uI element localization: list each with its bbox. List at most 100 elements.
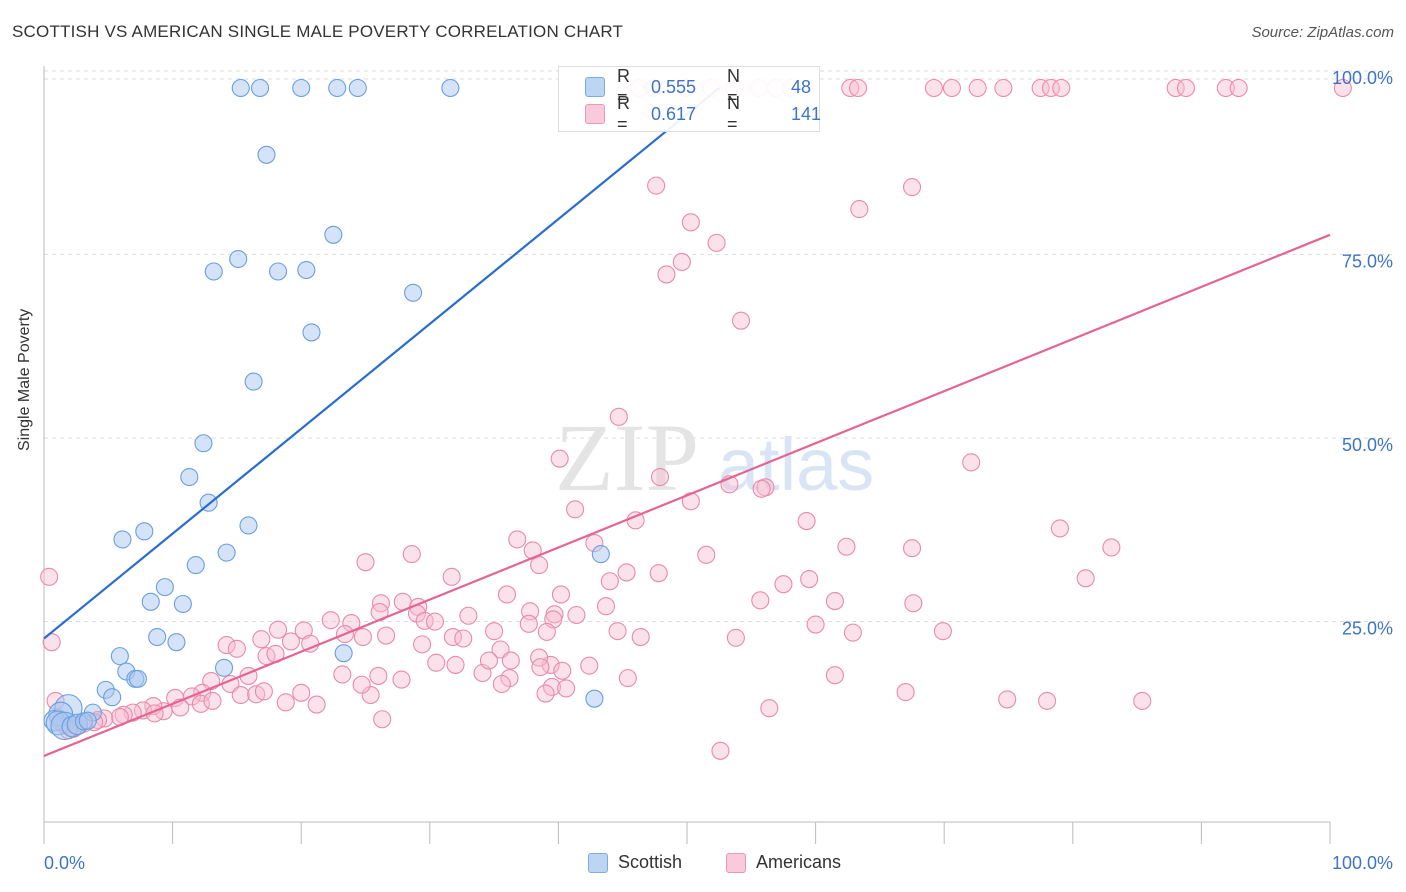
- y-tick-label: 100.0%: [1332, 68, 1393, 88]
- scottish-point: [297, 260, 316, 280]
- x-tick-label: 0.0%: [44, 853, 85, 873]
- americans-point: [553, 661, 572, 680]
- scottish-point: [441, 78, 460, 98]
- americans-point: [600, 572, 619, 591]
- americans-point: [536, 684, 555, 703]
- americans-point: [292, 683, 311, 702]
- americans-point: [752, 479, 771, 498]
- americans-point: [825, 592, 844, 611]
- americans-point: [361, 685, 380, 705]
- americans-point: [227, 639, 246, 658]
- correlation-legend: R = 0.555 N = 48 R = 0.617 N = 141: [558, 66, 821, 134]
- americans-point: [1102, 538, 1121, 557]
- americans-point: [902, 539, 922, 558]
- americans-point: [537, 622, 556, 641]
- scottish-point: [204, 262, 223, 281]
- scottish-point: [194, 434, 213, 453]
- americans-point: [942, 78, 961, 98]
- scottish-point: [141, 592, 160, 611]
- americans-point: [998, 690, 1017, 709]
- americans-point: [530, 556, 549, 575]
- americans-point: [850, 200, 869, 219]
- scottish-point: [250, 78, 270, 98]
- americans-point: [566, 500, 585, 519]
- n-label: N =: [727, 66, 740, 107]
- americans-point: [333, 665, 352, 684]
- americans-point: [711, 741, 730, 760]
- americans-point: [1333, 78, 1352, 98]
- watermark-zip: ZIP: [555, 404, 699, 511]
- n-value: 48: [791, 76, 812, 97]
- americans-point: [825, 666, 844, 685]
- americans-point: [550, 449, 569, 468]
- americans-legend-swatch: [726, 852, 746, 873]
- americans-point: [1041, 78, 1060, 98]
- americans-point: [848, 78, 868, 98]
- americans-point: [1166, 78, 1185, 98]
- americans-point: [657, 265, 676, 284]
- americans-point: [508, 530, 527, 549]
- scottish-point: [103, 688, 122, 707]
- americans-point: [231, 685, 250, 705]
- r-label: R =: [617, 93, 630, 134]
- legend-item-scottish[interactable]: Scottish: [588, 852, 682, 873]
- americans-point: [413, 635, 432, 654]
- gridlines: [44, 70, 1392, 622]
- americans-point: [962, 453, 981, 472]
- americans-point: [896, 683, 915, 702]
- americans-point: [373, 710, 392, 729]
- r-label: R =: [617, 66, 630, 107]
- americans-point: [479, 651, 499, 670]
- scottish-legend-swatch: [588, 852, 608, 873]
- americans-point: [459, 606, 478, 625]
- americans-point: [353, 627, 372, 647]
- americans-point: [580, 656, 599, 675]
- americans-point: [1176, 78, 1196, 98]
- americans-point: [681, 213, 700, 232]
- scottish-point: [217, 543, 236, 562]
- scottish-point: [229, 249, 248, 269]
- scottish-point: [110, 647, 129, 666]
- americans-point: [415, 611, 434, 630]
- legend-label-americans: Americans: [756, 852, 842, 872]
- americans-point: [837, 537, 856, 556]
- americans-point: [924, 78, 943, 98]
- americans-point: [994, 78, 1013, 98]
- n-label: N =: [727, 93, 740, 134]
- americans-point: [485, 622, 504, 641]
- americans-point: [726, 628, 745, 647]
- americans-point: [933, 622, 952, 641]
- americans-point: [42, 633, 61, 652]
- americans-point: [446, 655, 465, 674]
- americans-point: [806, 615, 825, 634]
- americans-point: [1031, 78, 1050, 98]
- americans-point: [276, 693, 295, 712]
- zipatlas-watermark: ZIP atlas: [555, 404, 874, 511]
- americans-point: [618, 669, 637, 688]
- scottish-point: [334, 644, 353, 663]
- americans-point: [760, 699, 779, 718]
- axes: [43, 66, 1331, 844]
- legend-item-americans[interactable]: Americans: [726, 852, 841, 873]
- americans-point: [672, 252, 691, 272]
- scottish-point: [269, 262, 288, 281]
- americans-point: [442, 567, 461, 586]
- scottish-point: [180, 467, 199, 487]
- chart-title: SCOTTISH VS AMERICAN SINGLE MALE POVERTY…: [12, 22, 624, 41]
- americans-point: [491, 640, 510, 659]
- tick-labels: 25.0% 50.0% 75.0% 100.0% 0.0% 100.0%: [44, 68, 1393, 873]
- scottish-trend-line: [43, 87, 720, 640]
- americans-point: [751, 591, 770, 610]
- y-tick-label: 25.0%: [1342, 619, 1393, 639]
- scottish-point: [244, 372, 263, 391]
- americans-point: [392, 670, 411, 689]
- scottish-point: [78, 711, 97, 730]
- americans-point: [1076, 569, 1095, 588]
- americans-point: [731, 311, 751, 330]
- americans-point: [596, 597, 616, 616]
- americans-point: [968, 78, 987, 98]
- americans-point: [617, 563, 636, 582]
- scottish-point: [113, 530, 132, 549]
- x-tick-label: 100.0%: [1332, 853, 1393, 873]
- americans-point: [369, 666, 388, 685]
